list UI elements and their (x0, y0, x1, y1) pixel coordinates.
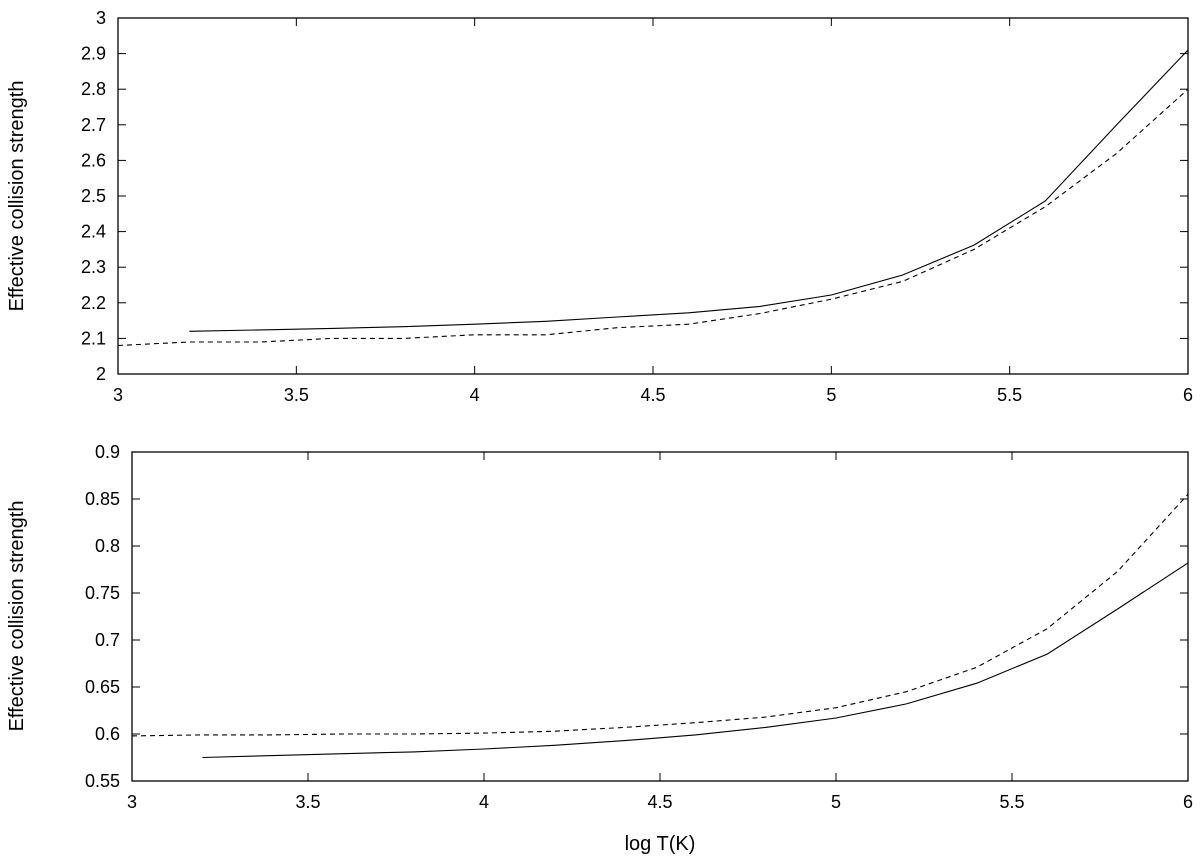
ticks-top (117, 17, 1189, 375)
y-tick-label-top-0: 2 (96, 364, 106, 384)
y-tick-label-bottom-2: 0.65 (85, 677, 120, 697)
x-tick-label-bottom-6: 6 (1183, 792, 1193, 812)
plot-frame-top (117, 17, 1189, 375)
y-tick-label-bottom-7: 0.9 (95, 442, 120, 462)
x-tick-label-bottom-3: 4.5 (647, 792, 672, 812)
panel-bottom: 3 3.5 4 4.5 5 5.5 6 0.55 0.6 0.65 0.7 0.75 0.8 0.85 0.… (6, 442, 1193, 855)
y-tick-label-top-7: 2.7 (81, 115, 106, 135)
y-axis-label-bottom: Effective collision strength (6, 501, 28, 732)
x-tick-label-top-2: 4 (470, 385, 480, 405)
x-tick-label-bottom-1: 3.5 (295, 792, 320, 812)
y-tick-label-bottom-1: 0.6 (95, 724, 120, 744)
y-axis-label-top: Effective collision strength (6, 81, 28, 312)
y-tick-label-bottom-5: 0.8 (95, 536, 120, 556)
y-tick-label-top-5: 2.5 (81, 186, 106, 206)
x-tick-label-bottom-2: 4 (479, 792, 489, 812)
y-tick-label-top-8: 2.8 (81, 79, 106, 99)
panel-top: 3 3.5 4 4.5 5 5.5 6 2 2.1 2.2 2.3 2.4 2.5 2.6 2.7 2.8 2.… (6, 8, 1193, 405)
series-line-bottom-dashed (131, 493, 1189, 737)
series-bottom (131, 493, 1189, 759)
x-tick-label-top-5: 5.5 (997, 385, 1022, 405)
plot-frame-bottom (131, 451, 1189, 782)
y-tick-label-bottom-3: 0.7 (95, 630, 120, 650)
x-tick-label-top-6: 6 (1183, 385, 1193, 405)
y-tick-label-top-10: 3 (96, 8, 106, 28)
y-tick-label-top-6: 2.6 (81, 150, 106, 170)
x-tick-label-top-3: 4.5 (640, 385, 665, 405)
ticks-bottom (131, 451, 1189, 782)
x-tick-label-bottom-0: 3 (127, 792, 137, 812)
x-tick-label-bottom-5: 5.5 (999, 792, 1024, 812)
series-line-bottom-solid (202, 562, 1189, 759)
series-top (117, 49, 1189, 347)
x-tick-label-top-4: 5 (826, 385, 836, 405)
y-tick-label-bottom-6: 0.85 (85, 489, 120, 509)
y-tick-label-top-3: 2.3 (81, 257, 106, 277)
series-line-top-dashed (117, 88, 1189, 347)
x-axis-label-bottom: log T(K) (625, 833, 696, 855)
x-tick-label-top-1: 3.5 (284, 385, 309, 405)
y-tick-label-bottom-4: 0.75 (85, 583, 120, 603)
series-line-top-solid (189, 49, 1189, 332)
y-tick-label-top-2: 2.2 (81, 293, 106, 313)
tick-labels-bottom: 3 3.5 4 4.5 5 5.5 6 0.55 0.6 0.65 0.7 0.75 0.8 0.85 0.… (85, 442, 1193, 812)
y-tick-label-top-4: 2.4 (81, 222, 106, 242)
y-tick-label-bottom-0: 0.55 (85, 771, 120, 791)
tick-labels-top: 3 3.5 4 4.5 5 5.5 6 2 2.1 2.2 2.3 2.4 2.5 2.6 2.7 2.8 2.… (81, 8, 1193, 405)
x-tick-label-top-0: 3 (113, 385, 123, 405)
y-tick-label-top-9: 2.9 (81, 44, 106, 64)
y-tick-label-top-1: 2.1 (81, 328, 106, 348)
x-tick-label-bottom-4: 5 (831, 792, 841, 812)
